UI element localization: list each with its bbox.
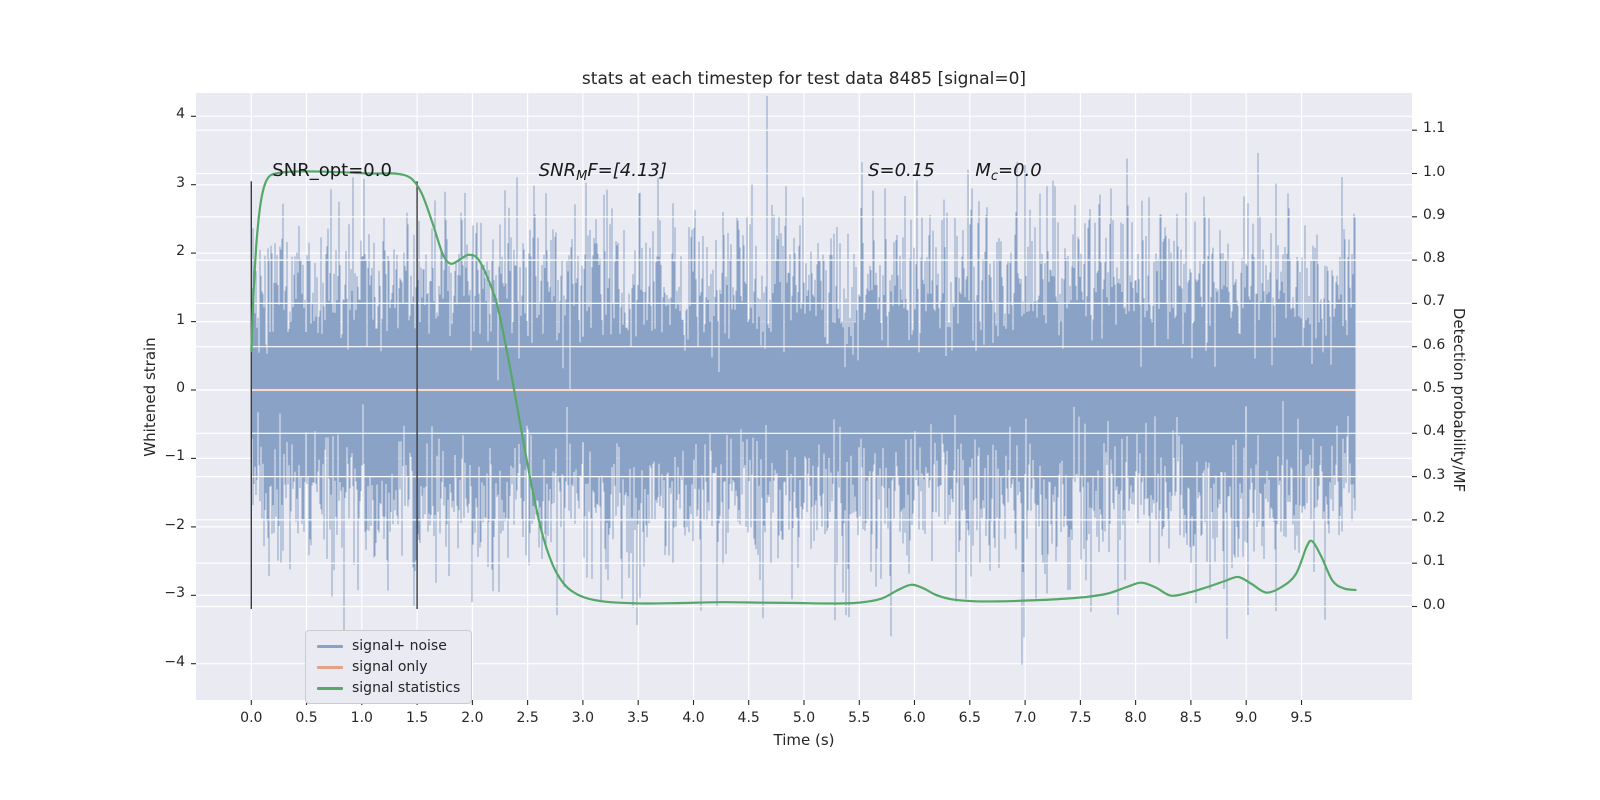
x-tick-label: 0.0 bbox=[240, 710, 263, 726]
annotation: Mc=0.0 bbox=[975, 159, 1042, 184]
x-tick-label: 8.0 bbox=[1124, 710, 1147, 726]
x-tick-label: 9.5 bbox=[1290, 710, 1313, 726]
y-tick-label-right: 0.3 bbox=[1423, 466, 1446, 483]
x-axis-label: Time (s) bbox=[773, 731, 835, 749]
y-tick-label-left: 2 bbox=[176, 243, 185, 260]
legend-swatch-signal-only bbox=[317, 665, 343, 669]
y-tick-label-left: 4 bbox=[176, 106, 185, 123]
legend-item: signal+ noise bbox=[317, 638, 460, 654]
y-tick-label-left: 3 bbox=[176, 174, 185, 191]
x-tick-label: 6.5 bbox=[958, 710, 981, 726]
x-tick-label: 6.0 bbox=[903, 710, 926, 726]
legend-swatch-signal-statistics bbox=[317, 686, 343, 690]
y-tick-label-right: 0.6 bbox=[1423, 336, 1446, 353]
x-tick-label: 1.0 bbox=[350, 710, 373, 726]
x-tick-label: 8.5 bbox=[1179, 710, 1203, 726]
y-tick-label-left: −3 bbox=[164, 585, 185, 602]
legend-label: signal only bbox=[352, 659, 428, 675]
y-axis-label-right: Detection probability/MF bbox=[1450, 307, 1468, 493]
x-tick-label: 5.0 bbox=[792, 710, 816, 726]
x-tick-label: 4.5 bbox=[737, 710, 760, 726]
x-tick-label: 7.0 bbox=[1013, 710, 1037, 726]
y-tick-label-left: 1 bbox=[176, 311, 185, 328]
y-tick-label-right: 0.0 bbox=[1423, 596, 1446, 613]
x-tick-label: 3.0 bbox=[571, 710, 595, 726]
x-tick-label: 3.5 bbox=[627, 710, 650, 726]
x-tick-label: 1.5 bbox=[405, 710, 429, 726]
y-tick-label-right: 0.5 bbox=[1423, 380, 1446, 396]
legend: signal+ noise signal only signal statist… bbox=[305, 630, 473, 704]
y-tick-label-left: −4 bbox=[164, 653, 185, 670]
chart-title: stats at each timestep for test data 848… bbox=[581, 69, 1027, 89]
y-tick-label-left: −1 bbox=[164, 448, 185, 465]
y-tick-label-right: 0.4 bbox=[1423, 423, 1446, 440]
y-tick-label-right: 0.7 bbox=[1423, 293, 1446, 310]
y-tick-label-left: −2 bbox=[164, 516, 185, 533]
legend-swatch-signal-noise bbox=[317, 644, 343, 648]
x-tick-label: 0.5 bbox=[295, 710, 318, 726]
annotation: SNR_opt=0.0 bbox=[272, 159, 392, 181]
y-tick-label-right: 1.1 bbox=[1423, 120, 1446, 137]
y-tick-label-right: 0.1 bbox=[1423, 553, 1446, 570]
legend-item: signal statistics bbox=[317, 680, 460, 696]
y-tick-label-right: 1.0 bbox=[1423, 163, 1446, 180]
x-tick-label: 2.5 bbox=[516, 710, 539, 726]
y-tick-label-right: 0.8 bbox=[1423, 250, 1446, 267]
x-tick-label: 9.0 bbox=[1235, 710, 1258, 726]
x-tick-label: 7.5 bbox=[1069, 710, 1092, 726]
legend-item: signal only bbox=[317, 659, 460, 675]
legend-label: signal statistics bbox=[352, 680, 461, 696]
annotation: S=0.15 bbox=[868, 159, 935, 181]
annotation: SNRMF=[4.13] bbox=[538, 159, 667, 184]
x-tick-label: 4.0 bbox=[682, 710, 705, 726]
y-axis-label-left: Whitened strain bbox=[141, 337, 159, 457]
y-tick-label-right: 0.9 bbox=[1423, 206, 1446, 223]
x-tick-label: 5.5 bbox=[848, 710, 871, 726]
y-tick-label-left: 0 bbox=[176, 380, 185, 396]
y-tick-label-right: 0.2 bbox=[1423, 509, 1446, 526]
legend-label: signal+ noise bbox=[352, 638, 447, 654]
x-tick-label: 2.0 bbox=[461, 710, 484, 726]
